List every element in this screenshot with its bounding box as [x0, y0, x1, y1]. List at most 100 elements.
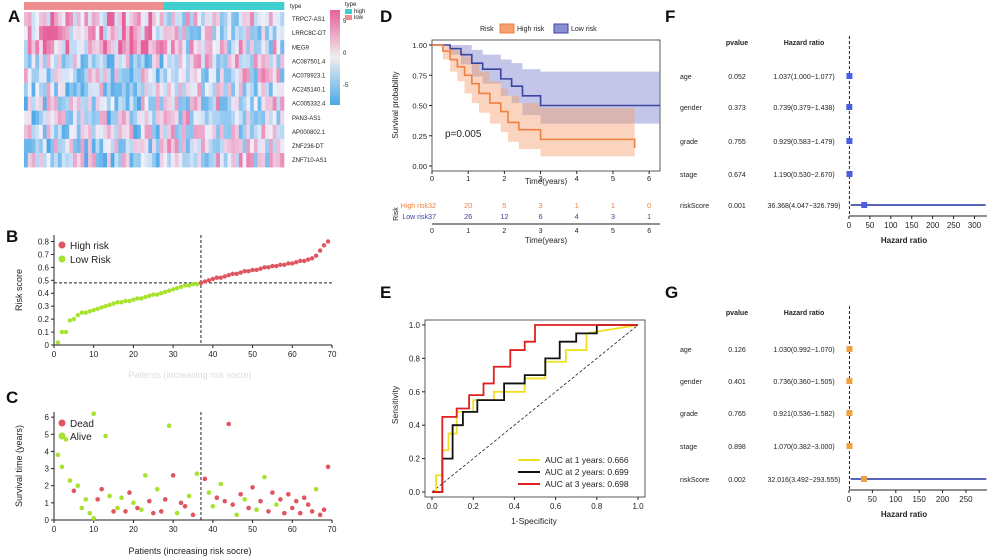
annotation-cell [227, 2, 232, 10]
heatmap-cell [99, 82, 104, 97]
risk-point [174, 285, 180, 291]
heatmap-cell [178, 12, 183, 27]
x-tick-label: 30 [169, 350, 178, 359]
heatmap-cell [246, 12, 251, 27]
heatmap-cell [76, 54, 81, 69]
x-tick-label: 0.6 [550, 502, 562, 511]
heatmap-cell [219, 68, 225, 83]
heatmap-cell [95, 153, 100, 168]
annotation-cell [42, 2, 47, 10]
risk-table-value: 3 [611, 212, 615, 221]
row-hazard-ratio: 1.190(0.530−2.670) [773, 172, 834, 179]
heatmap-cell [197, 110, 202, 126]
heatmap-cell [76, 138, 81, 154]
heatmap-cell [265, 26, 270, 41]
heatmap-cell [186, 138, 191, 154]
heatmap-cell [170, 138, 176, 154]
annotation-cell [216, 2, 221, 10]
heatmap-cell [178, 153, 183, 168]
heatmap-cell [178, 40, 183, 55]
heatmap-cell [110, 26, 115, 41]
heatmap-cell [238, 40, 243, 55]
heatmap-cell [253, 68, 258, 83]
heatmap-cell [174, 82, 179, 97]
heatmap-cell [118, 12, 123, 27]
heatmap-cell [80, 40, 85, 55]
heatmap-cell [35, 82, 40, 97]
heatmap-cell [76, 26, 81, 41]
heatmap-cell [238, 12, 243, 27]
heatmap-cell [46, 26, 51, 41]
heatmap-cell [129, 124, 134, 140]
x-tick-label: 1 [466, 174, 470, 183]
heatmap-cell [39, 54, 44, 69]
heatmap-cell [35, 110, 40, 126]
heatmap-cell [72, 124, 78, 140]
heatmap-cell [76, 40, 81, 55]
annotation-cell [106, 2, 111, 10]
scale-tick: -5 [343, 83, 349, 89]
heatmap-cell [46, 110, 51, 126]
heatmap-cell [140, 153, 145, 168]
risk-point [127, 298, 132, 304]
heatmap-cell [178, 26, 183, 41]
annotation-cell [250, 2, 255, 10]
heatmap-cell [125, 54, 130, 69]
heatmap-cell [80, 138, 85, 154]
heatmap-cell [159, 124, 164, 140]
heatmap-cell [91, 26, 96, 41]
survival-point [127, 490, 132, 495]
heatmap-cell [50, 153, 55, 168]
x-tick-label: 5 [611, 174, 615, 183]
heatmap-cell [110, 124, 115, 140]
heatmap-cell [24, 153, 29, 168]
heatmap-cell [216, 68, 221, 83]
annotation-cell [129, 2, 134, 10]
heatmap-cell [106, 26, 111, 41]
heatmap-cell [204, 54, 209, 69]
heatmap-cell [182, 82, 187, 97]
heatmap-cell [88, 110, 93, 126]
heatmap-cell [253, 138, 258, 154]
risk-table-title: Risk [393, 207, 400, 221]
heatmap-cell [204, 26, 209, 41]
heatmap-cell [216, 82, 221, 97]
heatmap-cell [84, 138, 89, 154]
heatmap-cell [257, 96, 262, 111]
heatmap-cell [253, 124, 258, 140]
heatmap-cell [57, 82, 62, 97]
heatmap-cell [253, 26, 258, 41]
heatmap-cell [219, 26, 225, 41]
heatmap-cell [110, 153, 115, 168]
heatmap-cell [178, 96, 183, 111]
legend-dot-high [58, 241, 66, 249]
heatmap-cell [57, 138, 62, 154]
heatmap-cell [103, 68, 108, 83]
heatmap-cell [46, 12, 51, 27]
x-tick-label: 3 [538, 174, 542, 183]
risk-point [71, 316, 77, 322]
heatmap-cell [193, 12, 198, 27]
heatmap-cell [227, 12, 232, 27]
heatmap-cell [54, 124, 59, 140]
heatmap-cell [212, 26, 217, 41]
row-label: gender [680, 379, 702, 386]
heatmap-cell [201, 124, 206, 140]
heatmap-cell [201, 40, 206, 55]
heatmap-cell [31, 96, 36, 111]
heatmap-cell [193, 96, 198, 111]
heatmap-cell [46, 153, 51, 168]
km-curve-low-risk [432, 44, 660, 107]
heatmap-cell [174, 124, 179, 140]
heatmap-cell [31, 153, 36, 168]
x-tick-label: 10 [89, 350, 98, 359]
heatmap-cell [148, 82, 153, 97]
heatmap-cell [114, 138, 119, 154]
heatmap-cell [42, 82, 47, 97]
survival-point [95, 497, 100, 502]
heatmap-cell [46, 124, 51, 140]
row-hazard-ratio: 1.030(0.992−1.070) [773, 347, 834, 354]
heatmap-cell [159, 26, 164, 41]
heatmap-cell [35, 138, 40, 154]
risk-table-value: 5 [502, 201, 506, 210]
